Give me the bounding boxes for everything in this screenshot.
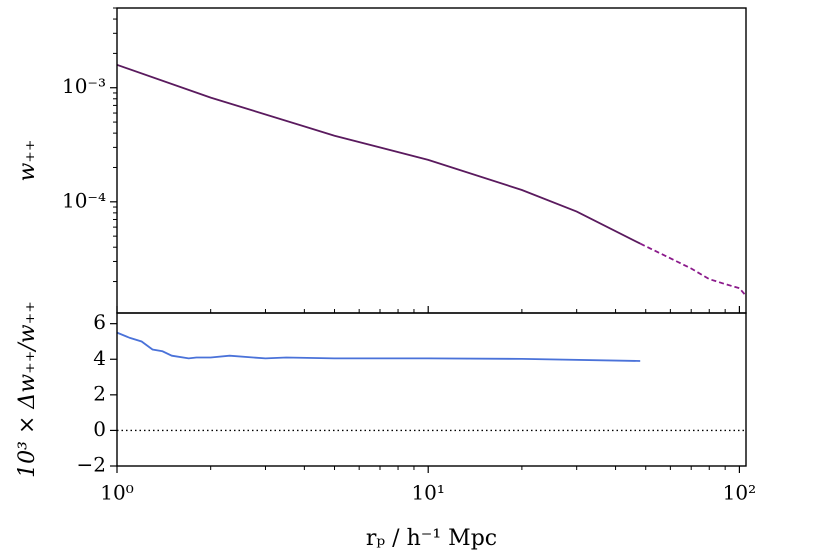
x-tick-label: 10²	[723, 481, 756, 505]
x-axis-label: rₚ / h⁻¹ Mpc	[366, 526, 497, 551]
plot-area	[117, 63, 746, 297]
y-tick-label: 6	[93, 310, 106, 334]
x-tick-label: 10¹	[411, 481, 444, 505]
x-tick-label: 10⁰	[100, 481, 133, 505]
y-tick-label: −2	[77, 453, 106, 477]
axes-frame	[116, 312, 747, 467]
series-line	[639, 242, 746, 297]
y-tick-label: 0	[93, 417, 106, 441]
y-axis-label: 10³ × Δw₊₊/w₊₊	[15, 301, 40, 478]
y-axis-label: w₊₊	[15, 139, 40, 181]
series-line	[117, 331, 641, 362]
y-tick-label: 10⁻⁴	[62, 188, 106, 212]
y-tick-label: 2	[93, 381, 106, 405]
y-tick-label: 10⁻³	[62, 74, 106, 98]
series-line	[117, 63, 641, 245]
plot-area	[117, 331, 641, 362]
y-tick-label: 4	[93, 346, 106, 370]
